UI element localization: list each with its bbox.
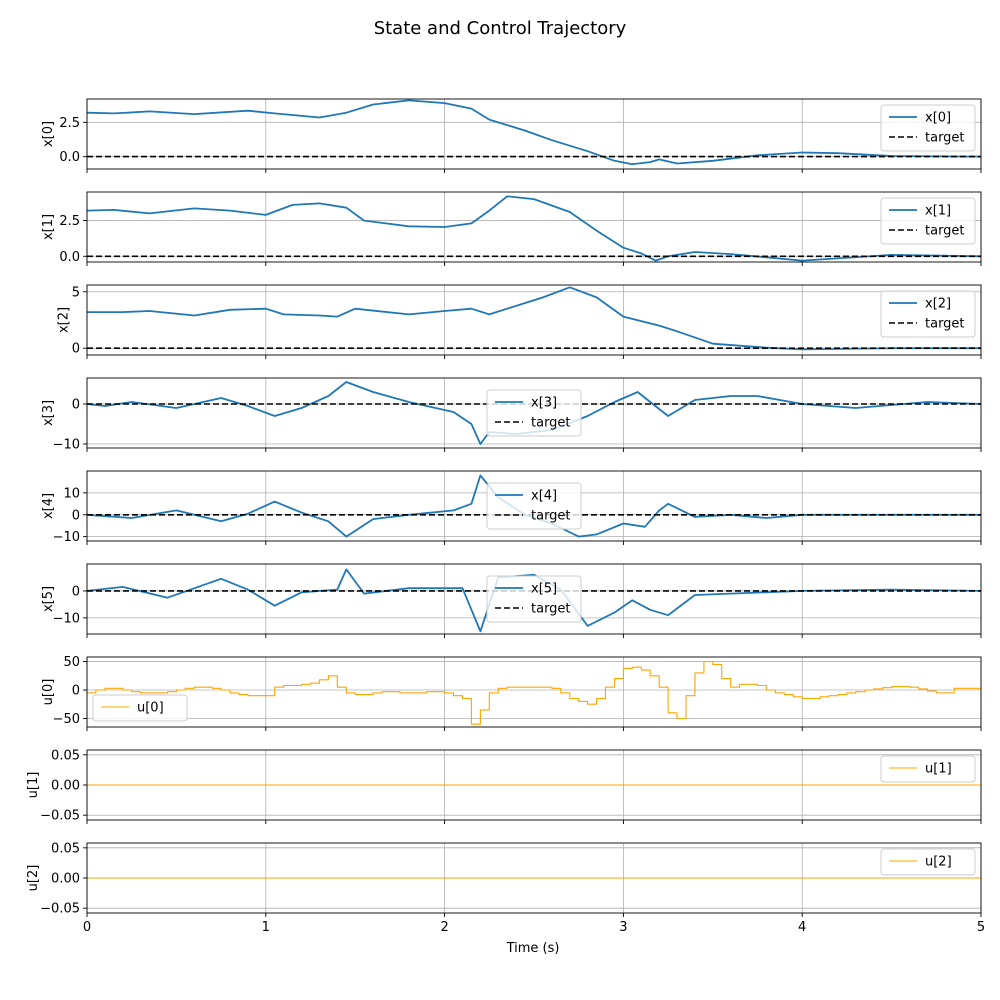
y-tick-label: 0.00 xyxy=(51,779,80,794)
x-tick-label: 1 xyxy=(262,920,270,935)
y-tick-label: 0 xyxy=(72,508,80,523)
legend-label: x[5] xyxy=(531,582,557,597)
x-tick-label: 3 xyxy=(619,920,627,935)
legend-label: u[2] xyxy=(925,855,952,870)
x-axis-label: Time (s) xyxy=(506,941,560,956)
legend-label: target xyxy=(925,131,965,146)
legend-label: target xyxy=(531,416,571,431)
subplot-0: 0.02.5x[0]x[0]target xyxy=(41,98,982,173)
legend-box xyxy=(92,694,188,722)
y-tick-label: 0.05 xyxy=(51,748,80,763)
y-axis-label: x[3] xyxy=(41,400,56,426)
legend-label: x[3] xyxy=(531,396,557,411)
y-axis-label: u[0] xyxy=(41,679,56,706)
axes-frame xyxy=(86,377,982,449)
y-tick-label: 0 xyxy=(72,684,80,699)
legend-label: x[2] xyxy=(925,297,951,312)
y-tick-label: 0.0 xyxy=(59,250,80,265)
legend: u[2] xyxy=(880,848,976,876)
axes-frame xyxy=(86,656,982,728)
subplot-1: 0.02.5x[1]x[1]target xyxy=(41,191,982,266)
legend-label: target xyxy=(925,224,965,239)
legend-box xyxy=(880,848,976,876)
y-tick-label: −50 xyxy=(53,712,80,727)
legend: x[3] target xyxy=(486,389,582,437)
legend-label: x[0] xyxy=(925,111,951,126)
y-tick-label: 0.00 xyxy=(51,872,80,887)
y-tick-label: −10 xyxy=(53,530,80,545)
y-tick-label: −0.05 xyxy=(40,809,80,824)
axes-frame xyxy=(86,191,982,263)
x-tick-label: 0 xyxy=(83,920,91,935)
y-axis-label: u[2] xyxy=(26,865,41,892)
subplot-2: 05x[2]x[2]target xyxy=(56,284,982,359)
series-line-x[2] xyxy=(87,286,981,351)
y-tick-label: 5 xyxy=(72,285,80,300)
legend: x[1] target xyxy=(880,197,976,245)
subplot-4: −10 0 10 x[4] x[4] target xyxy=(41,470,982,545)
series-line-u[0] xyxy=(87,661,981,725)
axes-frame xyxy=(86,98,982,170)
series-line-x[1] xyxy=(87,195,981,262)
y-tick-label: 0.05 xyxy=(51,841,80,856)
y-tick-label: 0 xyxy=(72,584,80,599)
y-tick-label: −10 xyxy=(53,438,80,453)
series-line-x[0] xyxy=(87,99,981,166)
legend: x[2] target xyxy=(880,290,976,338)
x-tick-label: 5 xyxy=(977,920,985,935)
y-axis-label: x[5] xyxy=(41,586,56,612)
legend: u[1] xyxy=(880,755,976,783)
y-tick-label: 2.5 xyxy=(59,116,80,131)
legend: x[4] target xyxy=(486,482,582,530)
y-tick-label: 50 xyxy=(63,655,80,670)
legend-label: target xyxy=(531,602,571,617)
subplot-8: 0 1 2 3 4 5 −0.05 0.00 0.05 u[2] u[2] xyxy=(26,841,985,935)
y-axis-label: x[2] xyxy=(56,307,71,333)
axes-frame xyxy=(86,470,982,542)
legend-label: target xyxy=(925,317,965,332)
subplot-7: −0.05 0.00 0.05 u[1] u[1] xyxy=(26,748,982,824)
y-tick-label: 0.0 xyxy=(59,150,80,165)
y-tick-label: −0.05 xyxy=(40,902,80,917)
x-tick-label: 4 xyxy=(798,920,806,935)
subplot-stack: 0.02.5x[0]x[0]target0.02.5x[1]x[1]target… xyxy=(26,98,985,935)
legend-label: x[4] xyxy=(531,489,557,504)
legend: u[0] xyxy=(92,694,188,722)
axes-frame xyxy=(86,563,982,635)
subplot-6: −50 0 50 u[0] u[0] xyxy=(41,655,982,731)
y-axis-label: u[1] xyxy=(26,772,41,799)
legend-label: u[1] xyxy=(925,762,952,777)
subplot-5: −10 0 x[5] x[5] target xyxy=(41,563,982,638)
legend: x[5] target xyxy=(486,575,582,623)
figure-title: State and Control Trajectory xyxy=(374,18,627,39)
y-tick-label: 10 xyxy=(63,486,80,501)
y-tick-label: 0 xyxy=(72,398,80,413)
legend-box xyxy=(880,755,976,783)
subplot-3: −10 0 x[3] x[3] target xyxy=(41,377,982,453)
legend-label: target xyxy=(531,509,571,524)
x-tick-label: 2 xyxy=(440,920,448,935)
legend-label: u[0] xyxy=(137,701,164,716)
y-tick-label: 2.5 xyxy=(59,214,80,229)
y-axis-label: x[1] xyxy=(41,214,56,240)
legend-label: x[1] xyxy=(925,204,951,219)
axes-frame xyxy=(86,284,982,356)
y-tick-label: 0 xyxy=(72,342,80,357)
y-axis-label: x[0] xyxy=(41,121,56,147)
legend: x[0] target xyxy=(880,104,976,152)
y-axis-label: x[4] xyxy=(41,493,56,519)
y-tick-label: −10 xyxy=(53,611,80,626)
